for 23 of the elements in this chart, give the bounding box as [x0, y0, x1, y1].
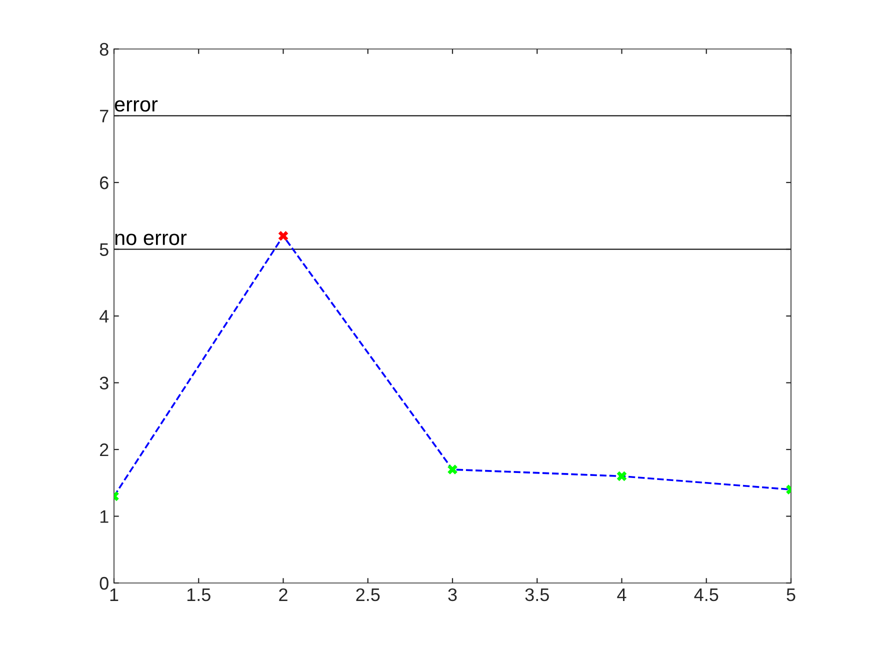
y-tick-label: 0 — [100, 576, 108, 590]
y-tick-label: 3 — [100, 376, 108, 390]
y-tick-label: 6 — [100, 176, 108, 190]
x-tick-label: 1 — [110, 588, 118, 601]
x-tick-label: 2 — [279, 588, 288, 601]
x-tick-label: 4.5 — [694, 588, 718, 602]
y-tick-label: 4 — [100, 310, 109, 323]
x-tick-label: 1.5 — [187, 588, 210, 602]
point — [448, 464, 458, 474]
point — [616, 471, 627, 482]
ref-line-label: error — [114, 100, 158, 112]
x-tick-label: 2.5 — [356, 588, 380, 602]
y-tick-label: 8 — [100, 42, 108, 56]
x-tick-label: 4 — [617, 588, 626, 601]
x-tick-label: 5 — [786, 588, 796, 602]
x-tick-label: 3.5 — [525, 588, 549, 602]
y-tick-label: 7 — [100, 110, 108, 122]
y-tick-label: 2 — [100, 443, 108, 456]
ref-line-label: no error — [115, 234, 187, 246]
x-tick-label: 3 — [448, 588, 457, 602]
y-tick-label: 1 — [100, 510, 108, 523]
y-tick-label: 5 — [100, 243, 108, 256]
point — [278, 230, 288, 241]
